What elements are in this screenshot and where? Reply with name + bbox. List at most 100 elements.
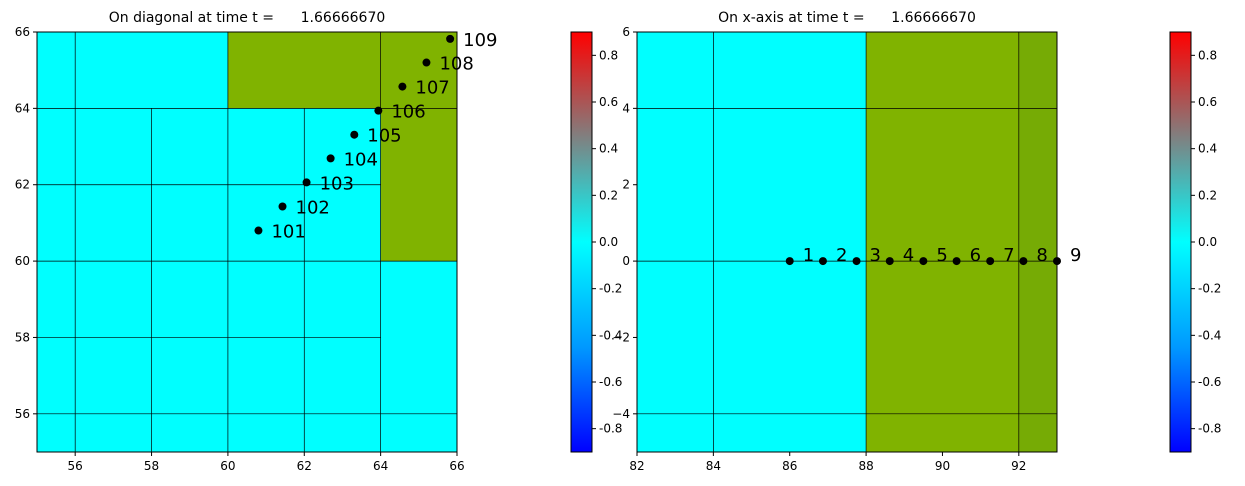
- x-axis-colorbar-tick-label: 0.6: [1198, 95, 1217, 109]
- x-axis-y-ticks: −4 −2 0 2 4 6: [612, 25, 637, 421]
- x-axis-x-tick-label: 82: [629, 459, 644, 473]
- x-axis-point-9: [1053, 257, 1061, 266]
- diagonal-point-107: [398, 82, 407, 91]
- x-axis-y-tick-label: 0: [622, 254, 630, 268]
- x-axis-point-label-1: 1: [803, 245, 814, 266]
- diagonal-point-109: [446, 34, 455, 43]
- diagonal-point-108: [422, 58, 431, 67]
- diagonal-mesh-grid: [37, 32, 457, 452]
- diagonal-point-102: [278, 202, 287, 211]
- x-axis-point-3: [852, 257, 861, 266]
- diagonal-point-label-103: 103: [320, 173, 354, 194]
- x-axis-x-tick-label: 90: [935, 459, 950, 473]
- diagonal-colorbar-tick-label: 0.4: [599, 142, 618, 156]
- x-axis-point-5: [919, 257, 928, 266]
- diagonal-cell-4: [37, 108, 381, 452]
- x-axis-y-tick-label: −4: [612, 407, 630, 421]
- diagonal-panel-title: On diagonal at time t = 1.66666670: [109, 10, 386, 26]
- diagonal-colorbar-tick-label: -0.2: [599, 282, 622, 296]
- x-axis-y-tick-label: 6: [622, 25, 630, 39]
- diagonal-y-tick-label: 60: [15, 254, 30, 268]
- x-axis-x-tick-label: 86: [782, 459, 797, 473]
- x-axis-colorbar-tick-label: -0.8: [1198, 422, 1221, 436]
- x-axis-x-tick-label: 92: [1011, 459, 1026, 473]
- x-axis-colorbar-tick-label: 0.2: [1198, 188, 1217, 202]
- diagonal-cell-6: [380, 261, 457, 452]
- x-axis-plot-frame: [636, 31, 1058, 453]
- diagonal-point-label-108: 108: [439, 54, 473, 75]
- x-axis-point-label-3: 3: [870, 245, 881, 266]
- x-axis-point-label-7: 7: [1003, 245, 1014, 266]
- x-axis-point-6: [952, 257, 961, 266]
- diagonal-colorbar-tick-label: -0.4: [599, 328, 622, 342]
- diagonal-point-106: [374, 106, 383, 115]
- x-axis-x-tick-label: 88: [858, 459, 873, 473]
- diagonal-x-tick-label: 64: [373, 459, 388, 473]
- diagonal-y-ticks: 56 58 60 62 64 66: [15, 25, 37, 421]
- diagonal-cell-1: [37, 32, 228, 109]
- diagonal-plot-frame: [36, 31, 458, 453]
- diagonal-colorbar-ticks: -0.8 -0.6 -0.4 -0.2 0.0 0.2 0.4 0.6 0.8: [592, 48, 622, 436]
- x-axis-cell-2: [866, 32, 1019, 452]
- diagonal-x-tick-label: 60: [220, 459, 235, 473]
- x-axis-colorbar: -0.8 -0.6 -0.4 -0.2 0.0 0.2 0.4 0.6 0.8: [1169, 31, 1221, 453]
- diagonal-cell-2: [227, 32, 381, 109]
- diagonal-y-tick-label: 56: [15, 407, 30, 421]
- diagonal-heatmap-cells: [37, 32, 457, 452]
- diagonal-colorbar-tick-label: 0.8: [599, 48, 618, 62]
- x-axis-cell-1: [637, 32, 867, 452]
- diagonal-point-label-104: 104: [344, 149, 378, 170]
- x-axis-point-label-2: 2: [836, 245, 847, 266]
- x-axis-heatmap-cells: [637, 32, 1057, 452]
- diagonal-point-label-106: 106: [391, 102, 425, 123]
- diagonal-colorbar-tick-label: -0.6: [599, 375, 622, 389]
- diagonal-y-tick-label: 64: [15, 101, 30, 115]
- diagonal-cell-3: [380, 32, 457, 109]
- diagonal-colorbar-tick-label: 0.6: [599, 95, 618, 109]
- x-axis-point-7: [986, 257, 995, 266]
- x-axis-point-label-8: 8: [1036, 245, 1047, 266]
- x-axis-colorbar-tick-label: 0.0: [1198, 235, 1217, 249]
- x-axis-y-tick-label: 4: [622, 101, 630, 115]
- diagonal-colorbar-tick-label: 0.0: [599, 235, 618, 249]
- diagonal-y-tick-label: 58: [15, 330, 30, 344]
- x-axis-point-2: [818, 257, 827, 266]
- diagonal-point-label-109: 109: [463, 30, 497, 51]
- diagonal-y-tick-label: 62: [15, 178, 30, 192]
- x-axis-point-label-4: 4: [903, 245, 914, 266]
- x-axis-colorbar-tick-label: -0.2: [1198, 282, 1221, 296]
- diagonal-x-tick-label: 56: [68, 459, 83, 473]
- x-axis-colorbar-tick-label: -0.6: [1198, 375, 1221, 389]
- x-axis-cell-3: [1018, 32, 1057, 452]
- x-axis-colorbar-ticks: -0.8 -0.6 -0.4 -0.2 0.0 0.2 0.4 0.6 0.8: [1191, 48, 1221, 436]
- diagonal-colorbar-tick-label: -0.8: [599, 422, 622, 436]
- diagonal-y-tick-label: 66: [15, 25, 30, 39]
- diagonal-x-tick-label: 62: [297, 459, 312, 473]
- x-axis-colorbar-gradient: [1170, 32, 1191, 452]
- x-axis-points: 1 2 3 4 5 6 7 8 9: [785, 245, 1081, 266]
- diagonal-colorbar: -0.8 -0.6 -0.4 -0.2 0.0 0.2 0.4 0.6 0.8: [570, 31, 622, 453]
- x-axis-point-label-9: 9: [1070, 245, 1081, 266]
- diagonal-x-tick-label: 58: [144, 459, 159, 473]
- x-axis-point-label-5: 5: [936, 245, 947, 266]
- x-axis-point-8: [1019, 257, 1028, 266]
- diagonal-point-104: [326, 154, 335, 163]
- x-axis-y-tick-label: −2: [612, 330, 630, 344]
- x-axis-colorbar-tick-label: 0.8: [1198, 48, 1217, 62]
- x-axis-y-tick-label: 2: [622, 178, 630, 192]
- diagonal-point-105: [350, 130, 359, 139]
- diagonal-colorbar-gradient: [571, 32, 592, 452]
- x-axis-x-ticks: 82 84 86 88 90 92: [629, 452, 1026, 473]
- diagonal-colorbar-tick-label: 0.2: [599, 188, 618, 202]
- diagonal-cell-5: [380, 108, 457, 262]
- diagonal-point-103: [302, 178, 311, 187]
- diagonal-point-label-102: 102: [296, 197, 330, 218]
- diagonal-point-label-101: 101: [271, 222, 305, 243]
- x-axis-panel: On x-axis at time t = 1.66666670 82 84 86 8…: [612, 10, 1081, 473]
- diagonal-x-tick-label: 66: [449, 459, 464, 473]
- diagonal-panel: On diagonal at time t = 1.66666670 56 58 6…: [15, 10, 498, 473]
- x-axis-colorbar-tick-label: -0.4: [1198, 328, 1221, 342]
- x-axis-colorbar-tick-label: 0.4: [1198, 142, 1217, 156]
